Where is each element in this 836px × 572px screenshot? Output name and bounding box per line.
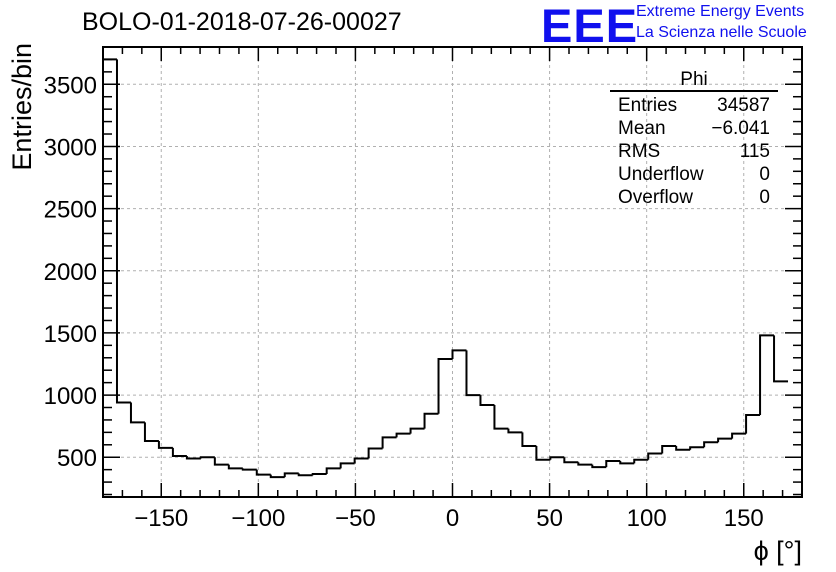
histogram-bin (115, 59, 131, 404)
histogram-bin (102, 58, 117, 497)
stats-value: 0 (759, 164, 770, 185)
eee-logo-icon: EEE (541, 0, 639, 52)
histogram-bin (367, 447, 383, 459)
grid-lines (103, 47, 802, 497)
tick-labels: −150 −100 −50 0 50 100 150 500 1000 1500 2000 2500 3… (44, 72, 764, 532)
y-tick-label: 2000 (44, 259, 97, 286)
histogram-bin (619, 460, 635, 465)
stats-label: Mean (618, 118, 666, 139)
histogram-bin (717, 437, 733, 443)
stats-label: Entries (618, 95, 678, 116)
stats-row-entries: Entries 34587 (610, 94, 778, 117)
histogram-bin (409, 427, 425, 434)
histogram-bin (549, 456, 565, 460)
stats-row-rms: RMS 115 (610, 140, 778, 163)
x-axis-label: ϕ [°] (754, 536, 802, 566)
histogram-bin (661, 445, 677, 454)
histogram-bin (507, 428, 523, 434)
histogram-bin (647, 452, 663, 460)
histogram-bin (773, 335, 789, 383)
histogram-bin (423, 412, 439, 429)
histogram-bin (479, 395, 495, 407)
histogram-bin (185, 455, 201, 460)
y-tick-label: 2500 (44, 197, 97, 224)
histogram-bin (675, 446, 691, 451)
stats-value: 0 (759, 187, 770, 208)
histogram-bin (577, 462, 593, 466)
histogram-bin (325, 467, 341, 475)
histogram-bin (241, 468, 257, 471)
histogram-bin (283, 472, 299, 478)
histogram-bin (269, 474, 285, 479)
histogram-bin (451, 349, 467, 360)
plot-title: BOLO-01-2018-07-26-00027 (82, 8, 402, 36)
histogram-bin (157, 441, 173, 449)
x-tick-label: 50 (536, 505, 563, 532)
stats-box: Phi Entries 34587 Mean −6.041 RMS 115 Un… (610, 70, 778, 209)
x-tick-label: −50 (335, 505, 376, 532)
histogram-bin (255, 469, 271, 476)
histogram-bin (381, 436, 397, 449)
stats-divider (610, 90, 778, 92)
histogram-bin (731, 432, 747, 439)
histogram-bin (605, 459, 621, 468)
histogram-bin (633, 458, 649, 464)
histogram-bin (437, 358, 453, 414)
x-tick-label: −150 (134, 505, 188, 532)
histogram-bin (311, 473, 327, 476)
y-axis-label: Entries/bin (7, 43, 37, 171)
stats-value: −6.041 (711, 118, 770, 139)
y-tick-label: 3500 (44, 72, 97, 99)
y-tick-label: 500 (57, 445, 97, 472)
stats-label: Overflow (618, 187, 693, 208)
histogram-bin (227, 464, 243, 470)
stats-value: 115 (739, 141, 770, 162)
histogram-bin (339, 462, 355, 469)
histogram-bin (689, 446, 705, 450)
y-tick-label: 1500 (44, 321, 97, 348)
stats-row-overflow: Overflow 0 (610, 186, 778, 209)
histogram-bin (703, 441, 719, 448)
histogram-bin (591, 464, 607, 469)
histogram-bin (521, 432, 537, 448)
histogram-bin (353, 457, 369, 464)
histogram-bin (493, 405, 509, 430)
x-tick-label: −100 (231, 505, 285, 532)
histogram-bin (563, 457, 579, 464)
stats-label: Underflow (618, 164, 704, 185)
histogram-bins (102, 58, 789, 497)
histogram-bin (395, 432, 411, 438)
histogram-bin (535, 446, 551, 461)
y-tick-label: 3000 (44, 134, 97, 161)
x-tick-label: 0 (446, 505, 459, 532)
histogram-bin (759, 334, 775, 415)
logo-line-2: La Scienza nelle Scuole (636, 24, 807, 41)
histogram-bin (297, 473, 313, 477)
axis-ticks (102, 46, 803, 497)
x-tick-label: 100 (627, 505, 667, 532)
histogram-bin (143, 422, 159, 443)
histogram-bin (171, 447, 187, 457)
histogram-bin (199, 456, 215, 459)
stats-value: 34587 (717, 95, 770, 116)
stats-title: Phi (680, 69, 708, 90)
histogram-bin (745, 413, 761, 434)
histogram-bin (129, 402, 145, 424)
x-tick-label: 150 (724, 505, 764, 532)
logo-line-1: Extreme Energy Events (636, 3, 805, 20)
stats-row-mean: Mean −6.041 (610, 117, 778, 140)
y-tick-label: 1000 (44, 383, 97, 410)
stats-row-underflow: Underflow 0 (610, 163, 778, 186)
histogram-bin (465, 350, 481, 397)
stats-label: RMS (618, 141, 661, 162)
histogram-bin (213, 457, 229, 466)
